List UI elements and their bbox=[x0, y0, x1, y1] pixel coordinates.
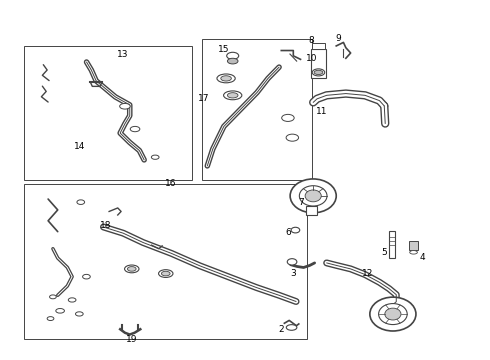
Ellipse shape bbox=[287, 259, 297, 265]
Ellipse shape bbox=[227, 52, 239, 59]
Text: 11: 11 bbox=[316, 107, 328, 116]
Ellipse shape bbox=[56, 309, 65, 313]
Ellipse shape bbox=[68, 298, 76, 302]
Text: 3: 3 bbox=[290, 269, 296, 278]
Ellipse shape bbox=[83, 274, 90, 279]
Ellipse shape bbox=[77, 200, 85, 204]
Bar bbox=[202, 39, 312, 180]
Text: 18: 18 bbox=[100, 221, 112, 230]
Bar bbox=[24, 46, 192, 180]
Bar bbox=[409, 241, 418, 250]
Text: 6: 6 bbox=[285, 229, 291, 238]
Ellipse shape bbox=[227, 93, 238, 98]
Ellipse shape bbox=[217, 74, 235, 83]
Ellipse shape bbox=[282, 114, 294, 121]
Ellipse shape bbox=[49, 295, 56, 299]
Text: 13: 13 bbox=[117, 50, 128, 59]
Circle shape bbox=[290, 179, 336, 213]
Text: 9: 9 bbox=[336, 34, 342, 43]
Ellipse shape bbox=[120, 103, 130, 109]
Circle shape bbox=[299, 186, 327, 206]
Text: 16: 16 bbox=[165, 179, 176, 188]
Ellipse shape bbox=[286, 325, 297, 330]
Text: 19: 19 bbox=[126, 335, 138, 344]
Text: 5: 5 bbox=[381, 248, 387, 257]
Ellipse shape bbox=[75, 312, 83, 316]
Ellipse shape bbox=[47, 317, 54, 320]
Ellipse shape bbox=[227, 58, 238, 64]
Bar bbox=[311, 49, 326, 78]
Text: 2: 2 bbox=[278, 325, 284, 334]
Text: 8: 8 bbox=[308, 36, 314, 45]
Ellipse shape bbox=[286, 134, 298, 141]
Text: 14: 14 bbox=[74, 142, 85, 151]
Text: 15: 15 bbox=[218, 45, 229, 54]
Ellipse shape bbox=[130, 126, 140, 132]
Circle shape bbox=[370, 297, 416, 331]
Bar bbox=[24, 184, 307, 339]
Ellipse shape bbox=[161, 271, 170, 276]
Text: 7: 7 bbox=[298, 198, 304, 207]
Ellipse shape bbox=[221, 76, 231, 81]
Ellipse shape bbox=[314, 70, 323, 75]
Ellipse shape bbox=[312, 69, 325, 76]
Ellipse shape bbox=[159, 270, 173, 278]
Text: 4: 4 bbox=[420, 253, 425, 262]
Ellipse shape bbox=[124, 265, 139, 273]
Ellipse shape bbox=[291, 227, 300, 233]
Text: 17: 17 bbox=[198, 94, 210, 103]
Bar bbox=[389, 231, 395, 258]
Bar bbox=[306, 207, 317, 215]
Ellipse shape bbox=[151, 155, 159, 159]
Ellipse shape bbox=[410, 251, 417, 254]
Bar bbox=[312, 43, 325, 49]
Circle shape bbox=[385, 308, 401, 320]
Text: 12: 12 bbox=[362, 269, 373, 278]
Text: 10: 10 bbox=[306, 54, 317, 63]
Ellipse shape bbox=[127, 267, 136, 271]
Circle shape bbox=[305, 190, 321, 202]
Circle shape bbox=[379, 303, 407, 325]
Ellipse shape bbox=[223, 91, 242, 100]
